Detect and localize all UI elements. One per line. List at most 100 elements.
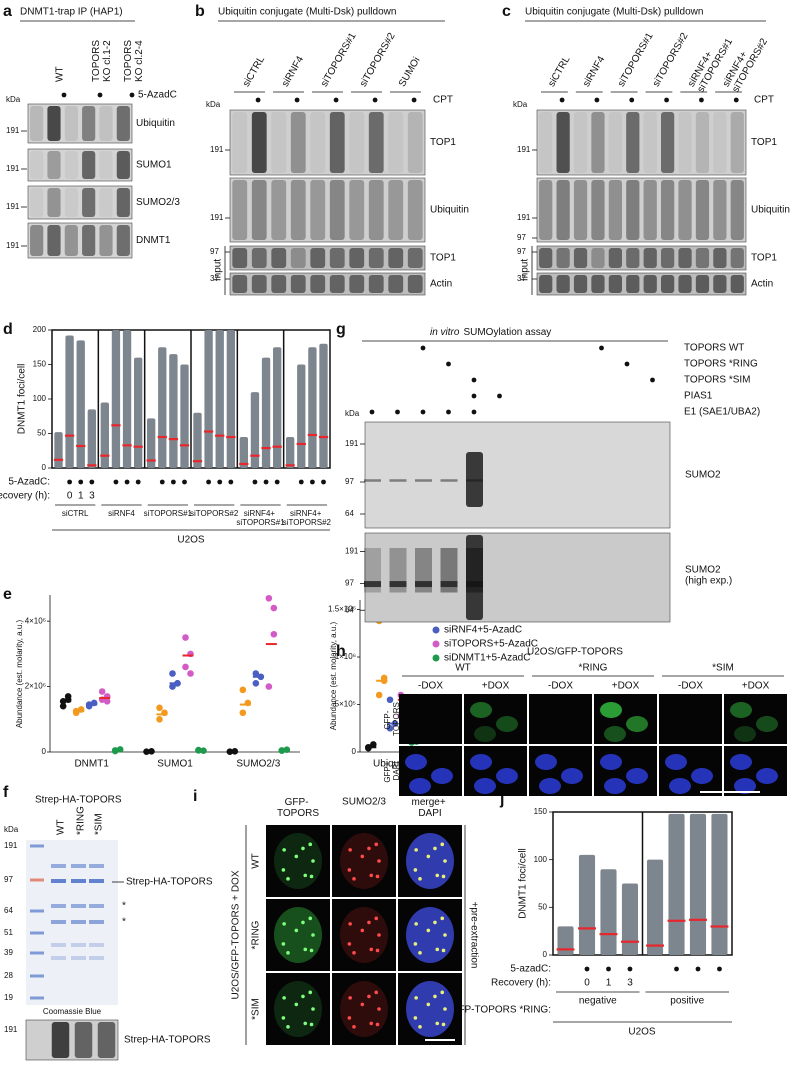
dot-cloud [54, 432, 63, 468]
label-line: siRNF4+ [290, 509, 324, 518]
y-tick-label: 150 [33, 360, 47, 369]
ladder-band [30, 996, 44, 1000]
legend-label: siRNF4+5-AzadC [444, 625, 522, 636]
treatment-dot [113, 479, 119, 485]
blot-signal [232, 180, 248, 240]
blot-signal [678, 112, 692, 173]
focus [301, 994, 305, 999]
condition-label: +DOX [612, 681, 640, 692]
treatment-dot [294, 97, 300, 103]
focus [347, 1016, 352, 1020]
median [168, 438, 179, 441]
focus [426, 854, 431, 859]
marker-label: 97 [345, 477, 354, 486]
dot-cloud [87, 409, 97, 468]
focus [286, 1025, 290, 1029]
nucleus [340, 981, 388, 1037]
focus [282, 848, 286, 852]
focus [440, 990, 445, 995]
lane-label: TOPORS KO cl.2-4 [123, 37, 145, 82]
treatment-dot [182, 479, 187, 485]
recovery-label: 0 [67, 491, 73, 502]
blot-signal [30, 106, 44, 141]
blot-signal [116, 188, 130, 217]
data-point [239, 709, 247, 717]
focus [426, 928, 431, 933]
dot-cloud [285, 436, 295, 468]
median [689, 918, 707, 921]
blot-signal [573, 248, 588, 268]
treatment-dot [274, 479, 280, 485]
blot-smear [466, 452, 483, 507]
label-line: siRNF4+ [244, 509, 278, 518]
median [250, 454, 260, 457]
blot-label: DNMT1 [136, 235, 171, 246]
nucleus [274, 833, 322, 889]
data-point [182, 634, 189, 641]
blot-signal [47, 151, 61, 179]
median [60, 700, 72, 703]
label-line: GFP- [383, 708, 392, 729]
label-line: (high exp.) [685, 575, 732, 586]
data-point [375, 691, 383, 699]
marker-label: 97 [4, 875, 13, 884]
gel-band [89, 943, 104, 947]
data-point [265, 594, 273, 602]
dot-cloud [308, 347, 317, 468]
focus [360, 1002, 365, 1007]
label-line: TOPORS [392, 702, 401, 736]
cell-line-label: U2OS [177, 535, 205, 546]
marker-label: 97 [345, 578, 354, 587]
blot-signal [407, 180, 423, 240]
micrograph [529, 746, 592, 796]
focus [414, 996, 418, 1000]
blot-signal [99, 225, 113, 256]
focus [413, 868, 418, 872]
blot-signal [608, 112, 622, 173]
median [192, 460, 203, 463]
focus [308, 990, 313, 995]
treatment-dot [627, 966, 633, 972]
median [87, 464, 97, 467]
blot-signal [116, 106, 130, 141]
focus [282, 922, 286, 926]
recovery-label: 3 [89, 491, 95, 502]
focus [440, 842, 445, 847]
blot-signal [99, 151, 113, 179]
y-tick-label: 100 [534, 855, 548, 864]
blot-band [389, 581, 407, 588]
treatment-dot [624, 361, 630, 367]
focus [294, 1002, 299, 1007]
marker-label: 191 [4, 841, 18, 850]
blot-signal [232, 248, 248, 268]
data-point [252, 680, 260, 687]
median [226, 750, 238, 753]
x-tick-label: SUMO1 [157, 759, 193, 770]
focus [433, 846, 437, 851]
column-label: GFP- TOPORS [277, 797, 319, 819]
group-label: siRNF4+ siTOPORS#1 [236, 509, 285, 527]
treatment-label: CPT [754, 95, 774, 106]
label-line: GFP+ [383, 759, 392, 782]
blot-signal [329, 275, 345, 293]
kda-label: kDa [6, 95, 21, 104]
median [179, 444, 190, 447]
micrograph [464, 746, 527, 796]
panel-letter: g [336, 321, 346, 338]
blot-signal [407, 112, 423, 173]
blot-signal [329, 248, 345, 268]
blot-signal [591, 248, 605, 268]
nucleus [600, 702, 622, 718]
marker-label: 191 [6, 126, 20, 135]
median [296, 442, 306, 446]
blot-label: TOP1 [430, 253, 456, 264]
lane-label: WT [56, 819, 67, 835]
data-point [182, 663, 189, 671]
marker-label: 191 [517, 145, 531, 154]
median [307, 433, 318, 437]
treatment-dot [584, 966, 590, 972]
y-tick-label: 0 [42, 747, 47, 756]
blot-signal [251, 248, 267, 268]
micrograph [266, 973, 330, 1045]
blot-signal [251, 112, 267, 173]
